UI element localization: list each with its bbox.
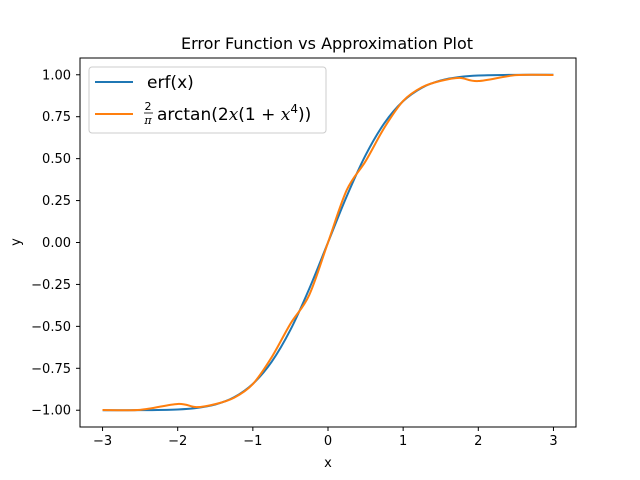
x-tick-label: 0 — [324, 434, 332, 449]
x-tick-label: −1 — [243, 434, 262, 449]
x-axis-label: x — [324, 456, 332, 471]
x-tick-label: −3 — [93, 434, 112, 449]
y-tick-label: −0.50 — [31, 320, 71, 335]
x-tick-label: 2 — [474, 434, 482, 449]
y-axis-ticks: −1.00 −0.75 −0.50 −0.25 0.00 0.25 0.50 0.75 1.00 — [31, 68, 80, 419]
y-tick-label: 0.00 — [42, 236, 71, 251]
legend-label-approx: 2 π arctan(2x(1 + x4)) — [143, 100, 311, 127]
y-tick-label: 1.00 — [42, 68, 71, 83]
legend: erf(x) 2 π arctan(2x(1 + x4)) — [88, 66, 327, 134]
legend-approx-expression: arctan(2x(1 + x4)) — [157, 102, 311, 125]
y-axis-label: y — [9, 238, 24, 246]
x-tick-label: 3 — [549, 434, 557, 449]
approximation-line — [102, 73, 554, 412]
legend-frac-numerator: 2 — [145, 100, 152, 113]
y-tick-label: −0.75 — [31, 362, 71, 377]
x-tick-label: 1 — [399, 434, 407, 449]
y-tick-label: −1.00 — [31, 404, 71, 419]
y-tick-label: 0.75 — [42, 110, 71, 125]
chart-title: Error Function vs Approximation Plot — [181, 34, 473, 53]
y-tick-label: 0.25 — [42, 194, 71, 209]
legend-box — [88, 66, 327, 134]
legend-label-erf: erf(x) — [147, 73, 194, 93]
y-tick-label: −0.25 — [31, 278, 71, 293]
x-tick-label: −2 — [168, 434, 187, 449]
legend-frac-denominator: π — [143, 114, 152, 127]
curves — [102, 73, 554, 412]
x-axis-ticks: −3 −2 −1 0 1 2 3 — [93, 427, 558, 449]
y-tick-label: 0.50 — [42, 152, 71, 167]
